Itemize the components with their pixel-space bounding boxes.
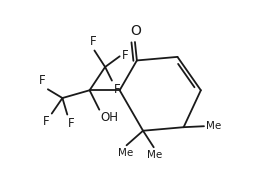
Text: F: F (113, 83, 120, 96)
Text: Me: Me (206, 121, 221, 131)
Text: F: F (43, 115, 50, 128)
Text: F: F (39, 74, 46, 87)
Text: Me: Me (147, 150, 162, 160)
Text: Me: Me (118, 148, 133, 158)
Text: F: F (90, 35, 97, 48)
Text: F: F (122, 49, 128, 62)
Text: O: O (131, 24, 141, 38)
Text: F: F (68, 117, 75, 130)
Text: OH: OH (101, 111, 119, 124)
